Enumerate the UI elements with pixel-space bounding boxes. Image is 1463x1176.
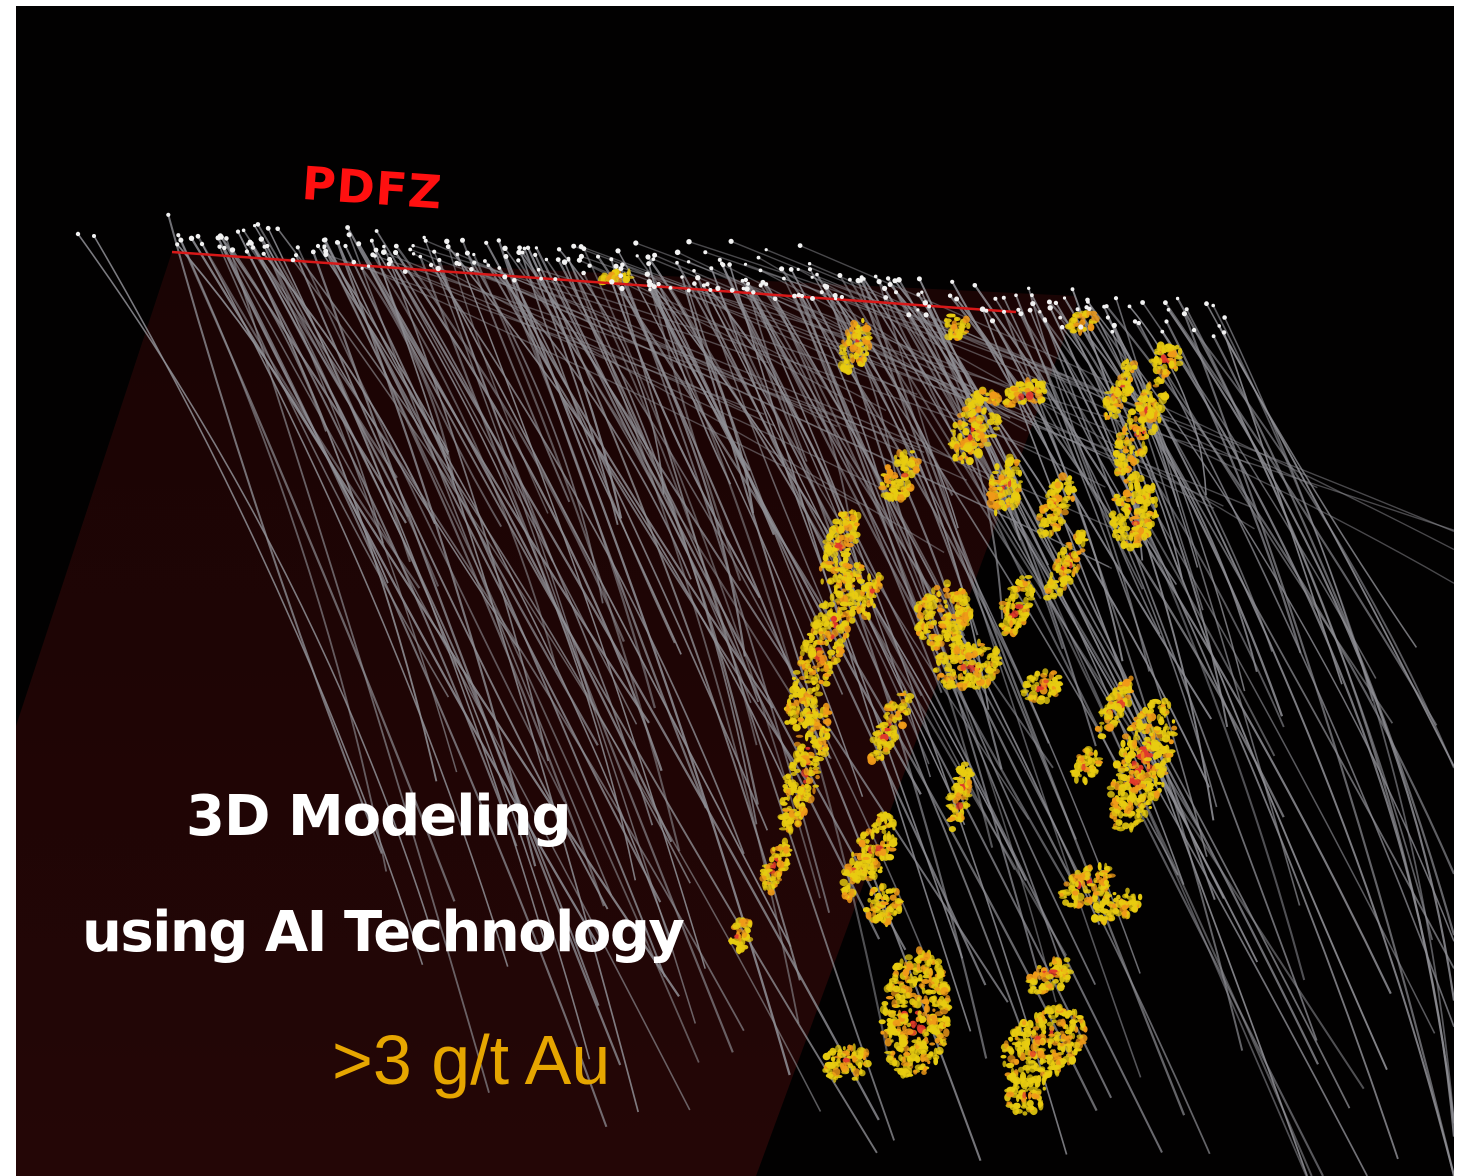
model-view: PDFZ 3D Modeling using AI Technology >3 … xyxy=(16,6,1454,1176)
fault-trace-line xyxy=(171,250,1017,314)
3d-model-scene xyxy=(16,212,1454,1176)
drill-collars xyxy=(75,212,1227,339)
fault-label: PDFZ xyxy=(300,156,445,220)
title-line-2: using AI Technology xyxy=(82,900,685,965)
mineralized-bodies xyxy=(598,268,1184,1116)
grade-threshold-label: >3 g/t Au xyxy=(332,1021,611,1099)
title-line-1: 3D Modeling xyxy=(186,784,572,849)
